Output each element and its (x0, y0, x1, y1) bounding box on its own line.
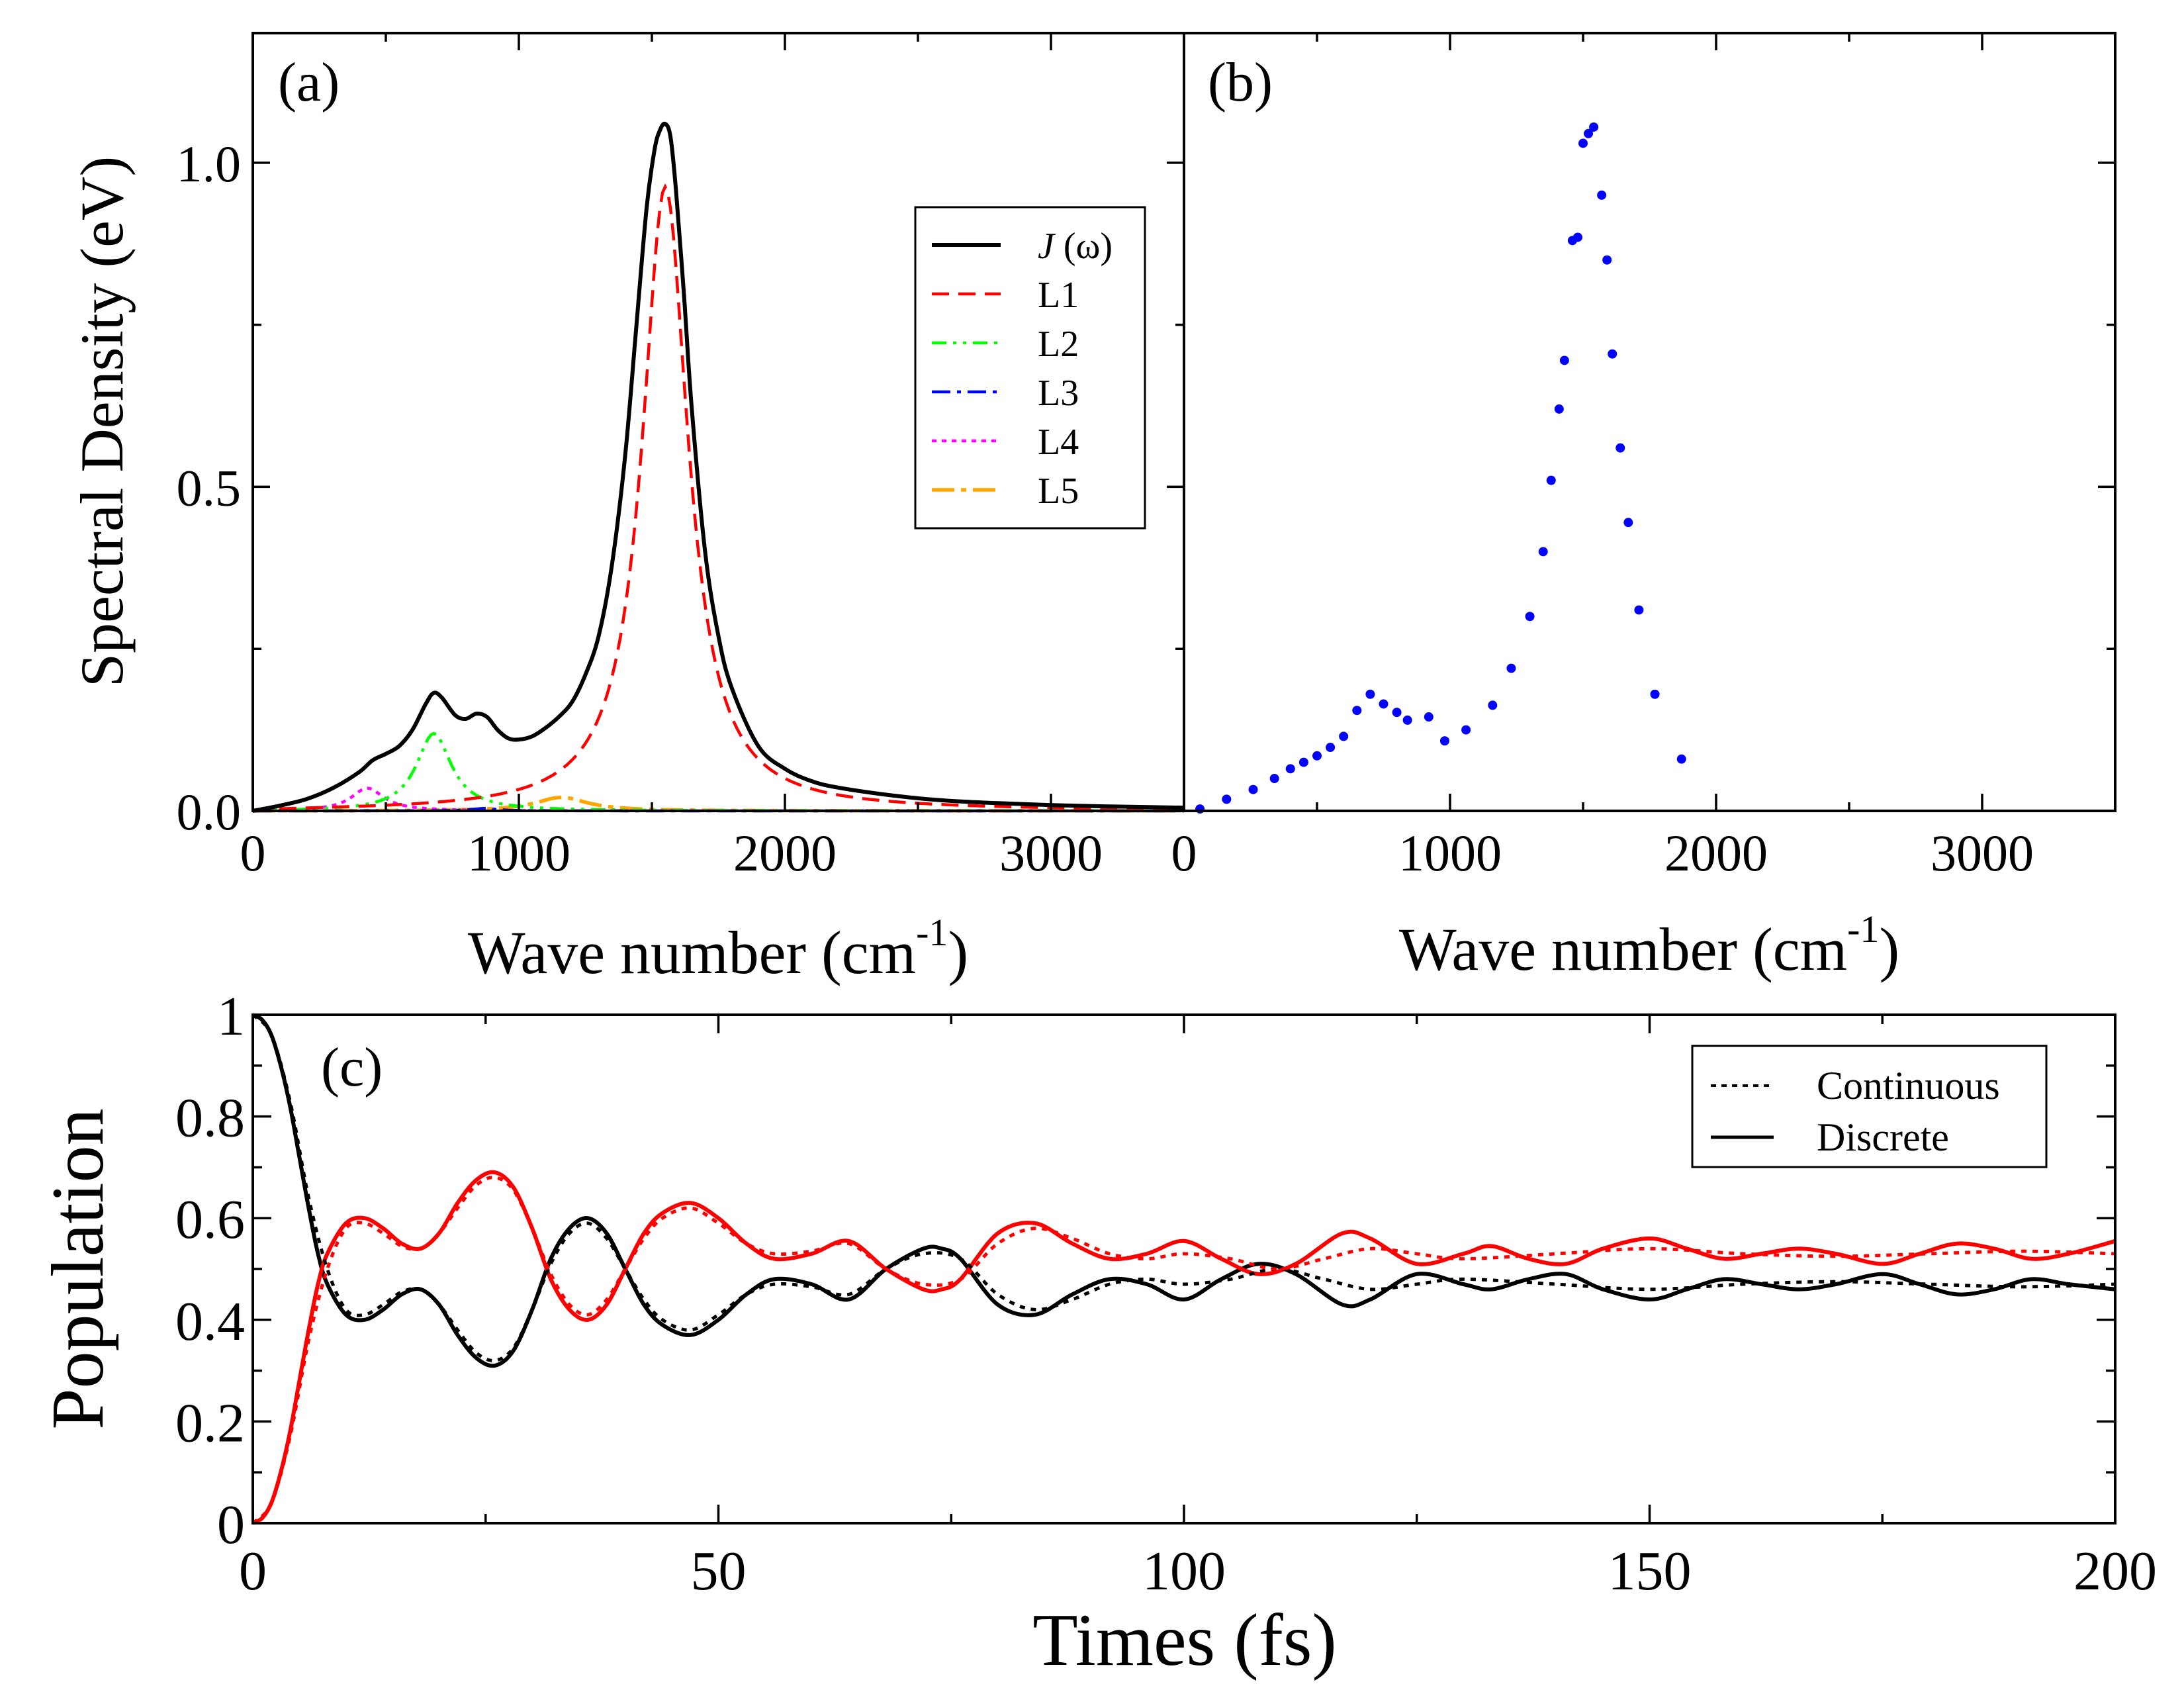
legend-discrete-label: Discrete (1817, 1115, 1949, 1159)
scatter-point (1584, 128, 1594, 138)
y-tick-label: 1 (217, 986, 245, 1047)
panel-a-ticks: 0 1000 2000 3000 0.0 0.5 1.0 (177, 33, 1185, 882)
panel-c-ticks: 0 50 100 150 200 0 0.2 0.4 0.6 0.8 1 (175, 986, 2157, 1602)
series-l2-line (252, 731, 1184, 813)
panel-b-xlabel: Wave number (cm-1) (1399, 908, 1899, 983)
series-discrete-acceptor-line (251, 1170, 2116, 1525)
scatter-point (1298, 757, 1308, 767)
scatter-point (1248, 784, 1258, 794)
panel-b-frame (1183, 32, 2116, 812)
panel-a-xlabel: Wave number (cm-1) (468, 911, 968, 986)
scatter-point (1506, 663, 1516, 673)
panel-a-label: (a) (278, 52, 340, 113)
y-tick-label: 1.0 (177, 135, 242, 193)
series-continuous-donor-line (251, 1013, 2116, 1362)
panel-c-label: (c) (321, 1037, 383, 1098)
legend-l2-label: L2 (1038, 324, 1079, 365)
legend-c-box (1691, 1045, 2048, 1168)
x-tick-label: 0 (240, 824, 266, 882)
x-tick-label: 0 (1171, 824, 1197, 882)
x-tick-label: 3000 (999, 824, 1103, 882)
legend-continuous-label: Continuous (1817, 1064, 2000, 1107)
scatter-point (1525, 612, 1535, 622)
scatter-point (1352, 706, 1362, 716)
x-tick-label: 50 (691, 1540, 747, 1602)
scatter-point (1546, 475, 1556, 485)
x-tick-label: 150 (1608, 1540, 1692, 1602)
scatter-point (1559, 355, 1569, 365)
scatter-point (1554, 404, 1564, 414)
scatter-point (1608, 349, 1617, 359)
scatter-point (1488, 700, 1498, 710)
y-tick-label: 0.4 (175, 1291, 245, 1352)
scatter-point (1269, 774, 1279, 784)
panel-a-legend: J (ω) L1 L2 L3 L4 L5 (914, 206, 1146, 530)
series-l4-line (252, 786, 1184, 813)
scatter-point (1222, 794, 1232, 804)
panel-c-ylabel: Population (37, 1108, 119, 1429)
scatter-point (1634, 605, 1644, 615)
x-tick-label: 100 (1142, 1540, 1226, 1602)
legend-l1-label: L1 (1038, 275, 1079, 316)
x-tick-label: 2000 (1664, 824, 1768, 882)
scatter-point (1339, 731, 1349, 741)
panel-a-ylabel: Spectral Density (eV) (68, 156, 136, 687)
legend-c-items: Continuous Discrete (1711, 1064, 2000, 1159)
scatter-point (1538, 547, 1548, 557)
panel-c-plot-area (251, 1013, 2116, 1525)
scatter-point (1578, 138, 1588, 148)
legend-l4-label: L4 (1038, 422, 1079, 463)
panel-c: 0 50 100 150 200 0 0.2 0.4 0.6 0.8 1 (c) Times (fs… (37, 986, 2157, 1681)
y-tick-label: 0.6 (175, 1189, 245, 1250)
legend-a-box (914, 206, 1146, 530)
scatter-point (1402, 715, 1412, 725)
scatter-point (1365, 689, 1375, 699)
scatter-point (1312, 751, 1322, 761)
scatter-point (1615, 443, 1625, 453)
scatter-point (1392, 708, 1402, 718)
series-l1-line (252, 183, 1184, 813)
panel-c-legend: Continuous Discrete (1691, 1045, 2048, 1168)
legend-j-label: J (ω) (1038, 226, 1113, 267)
y-tick-label: 0.2 (175, 1392, 245, 1454)
scatter-point (1676, 754, 1686, 764)
scatter-point (1572, 232, 1582, 242)
y-tick-label: 0.5 (177, 459, 242, 516)
x-tick-label: 3000 (1931, 824, 2034, 882)
x-tick-label: 0 (239, 1540, 267, 1602)
y-tick-label: 0 (217, 1494, 245, 1556)
scatter-point (1285, 764, 1295, 774)
legend-l5-label: L5 (1038, 471, 1079, 512)
scatter-point (1650, 689, 1660, 699)
scatter-point (1326, 743, 1336, 753)
scatter-point (1461, 725, 1471, 735)
y-tick-label: 0.8 (175, 1088, 245, 1149)
panel-b-plot-area (1195, 122, 1686, 814)
panel-b: 0 1000 2000 3000 (b) Wave number (cm-1) (1171, 32, 2116, 983)
scatter-point (1424, 712, 1433, 722)
x-tick-label: 200 (2073, 1540, 2157, 1602)
panel-a: 0 1000 2000 3000 0.0 0.5 1.0 (a) Wave number (… (68, 32, 1185, 986)
scatter-point (1623, 518, 1633, 528)
panel-b-ticks: 0 1000 2000 3000 (1171, 33, 2116, 882)
scatter-point (1589, 122, 1599, 132)
y-tick-label: 0.0 (177, 783, 242, 841)
legend-l3-label: L3 (1038, 373, 1079, 414)
x-tick-label: 2000 (733, 824, 837, 882)
legend-a-items: J (ω) L1 L2 L3 L4 L5 (932, 226, 1113, 512)
series-continuous-acceptor-line (251, 1176, 2116, 1524)
panel-c-xlabel: Times (fs) (1032, 1599, 1336, 1681)
x-tick-label: 1000 (467, 824, 570, 882)
scatter-point (1602, 255, 1612, 265)
series-j-omega-overlay (252, 122, 1185, 812)
panel-b-label: (b) (1208, 52, 1273, 113)
scatter-point (1597, 190, 1607, 200)
x-tick-label: 1000 (1398, 824, 1502, 882)
scatter-point (1439, 736, 1449, 746)
scatter-point (1379, 699, 1388, 709)
